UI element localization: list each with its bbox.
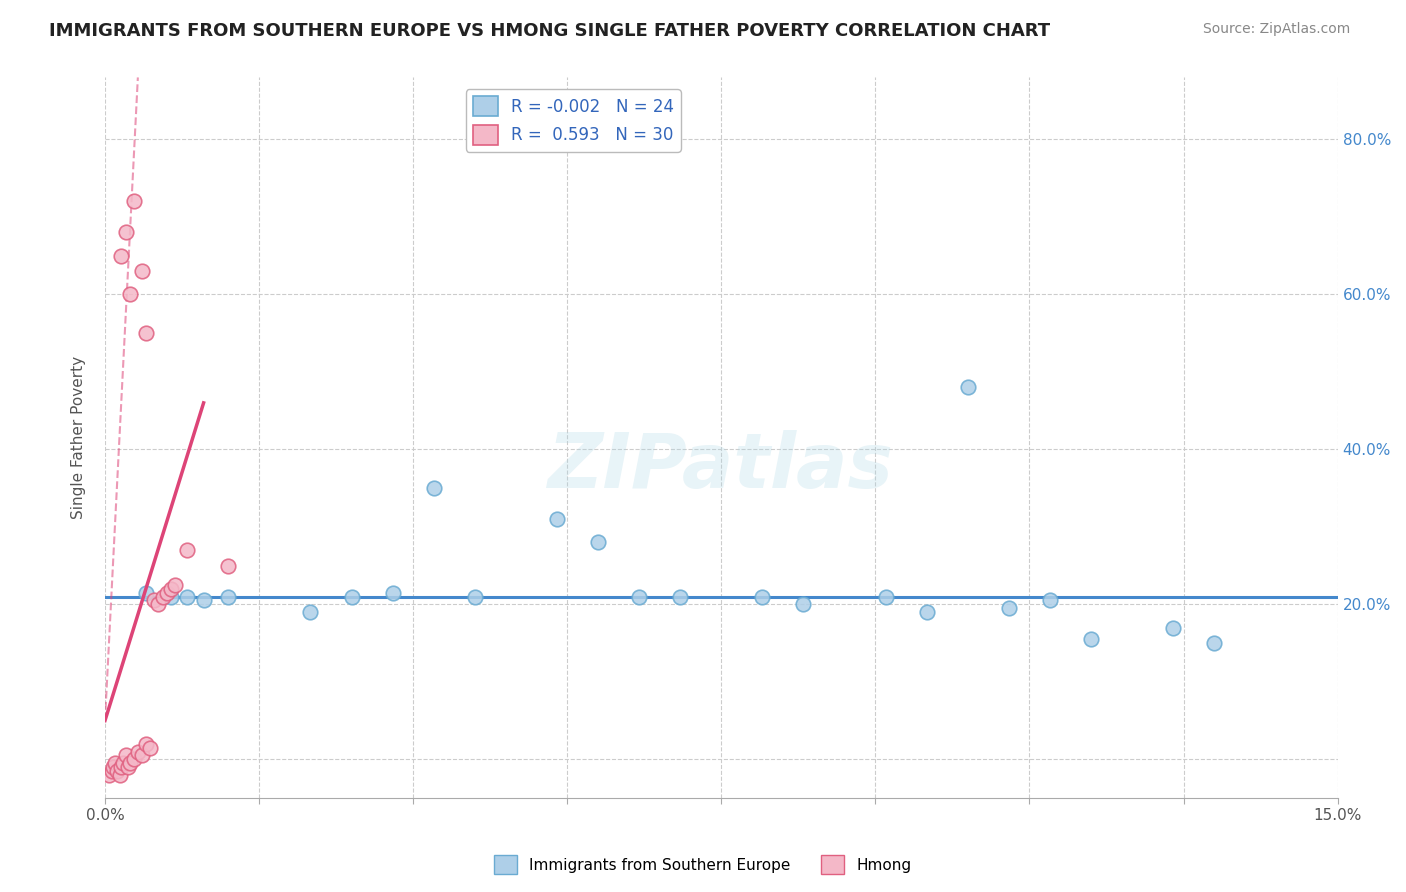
Point	[114, 226, 136, 240]
Point	[669, 590, 692, 604]
Point	[118, 756, 141, 771]
Point	[299, 605, 322, 619]
Point	[108, 768, 131, 782]
Legend: Immigrants from Southern Europe, Hmong: Immigrants from Southern Europe, Hmong	[488, 849, 918, 880]
Point	[118, 287, 141, 301]
Point	[792, 598, 814, 612]
Legend: R = -0.002   N = 24, R =  0.593   N = 30: R = -0.002 N = 24, R = 0.593 N = 30	[465, 89, 681, 152]
Point	[127, 745, 149, 759]
Point	[110, 760, 132, 774]
Point	[143, 593, 166, 607]
Point	[628, 590, 651, 604]
Point	[122, 194, 145, 209]
Point	[163, 578, 186, 592]
Point	[159, 590, 181, 604]
Point	[112, 756, 135, 771]
Point	[998, 601, 1021, 615]
Point	[131, 748, 153, 763]
Text: IMMIGRANTS FROM SOUTHERN EUROPE VS HMONG SINGLE FATHER POVERTY CORRELATION CHART: IMMIGRANTS FROM SOUTHERN EUROPE VS HMONG…	[49, 22, 1050, 40]
Point	[110, 249, 132, 263]
Point	[422, 481, 444, 495]
Point	[1204, 636, 1226, 650]
Point	[176, 590, 198, 604]
Point	[381, 585, 404, 599]
Point	[135, 326, 157, 340]
Point	[1039, 593, 1062, 607]
Point	[193, 593, 215, 607]
Point	[152, 590, 174, 604]
Y-axis label: Single Father Poverty: Single Father Poverty	[72, 356, 86, 519]
Point	[135, 737, 157, 751]
Point	[131, 264, 153, 278]
Point	[217, 590, 239, 604]
Point	[915, 605, 938, 619]
Point	[586, 535, 609, 549]
Text: ZIPatlas: ZIPatlas	[548, 430, 894, 504]
Point	[122, 752, 145, 766]
Point	[1161, 621, 1184, 635]
Point	[875, 590, 897, 604]
Point	[139, 740, 162, 755]
Point	[176, 543, 198, 558]
Point	[114, 748, 136, 763]
Point	[148, 598, 170, 612]
Text: Source: ZipAtlas.com: Source: ZipAtlas.com	[1202, 22, 1350, 37]
Point	[117, 760, 139, 774]
Point	[217, 558, 239, 573]
Point	[103, 760, 125, 774]
Point	[546, 512, 568, 526]
Point	[340, 590, 363, 604]
Point	[1080, 632, 1102, 647]
Point	[104, 756, 127, 771]
Point	[100, 764, 122, 778]
Point	[159, 582, 181, 596]
Point	[464, 590, 486, 604]
Point	[956, 380, 979, 394]
Point	[156, 585, 179, 599]
Point	[98, 768, 121, 782]
Point	[751, 590, 773, 604]
Point	[105, 764, 128, 778]
Point	[135, 585, 157, 599]
